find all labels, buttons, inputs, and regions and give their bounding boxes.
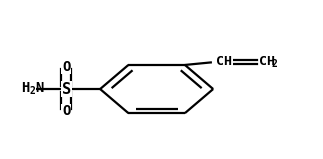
Text: O: O (62, 104, 70, 118)
Text: 2: 2 (30, 86, 36, 96)
Text: 2: 2 (272, 59, 278, 69)
Text: CH: CH (216, 55, 233, 68)
Text: H: H (21, 81, 29, 95)
Text: CH: CH (259, 55, 275, 68)
Text: O: O (62, 60, 70, 74)
Text: S: S (62, 82, 71, 97)
Text: N: N (35, 81, 43, 95)
